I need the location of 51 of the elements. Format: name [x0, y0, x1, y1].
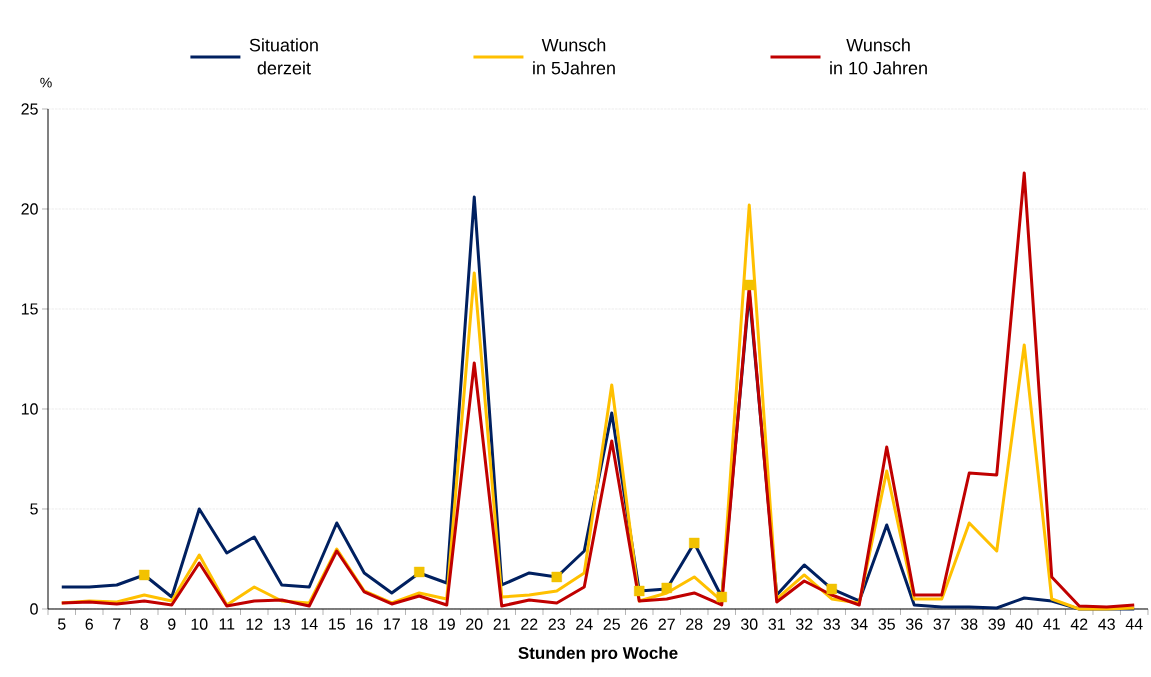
x-tick-label: 31 [768, 618, 785, 630]
x-axis-title: Stunden pro Woche [518, 646, 678, 663]
x-tick-label: 36 [905, 618, 923, 630]
x-tick-label: 28 [686, 618, 703, 630]
y-tick-label: 20 [21, 203, 38, 215]
x-tick-label: 41 [1043, 618, 1060, 630]
x-tick-label: 43 [1098, 618, 1115, 630]
x-tick-label: 29 [713, 618, 730, 630]
x-tick-label: 40 [1015, 618, 1033, 630]
x-tick-label: 37 [933, 618, 950, 630]
y-tick-label: 25 [21, 103, 38, 115]
y-tick-label: 5 [30, 503, 38, 515]
x-tick-label: 16 [356, 618, 373, 630]
legend-label: Wunsch in 5Jahren [533, 38, 615, 75]
legend-label: Wunsch in 10 Jahren [830, 38, 927, 75]
x-tick-label: 25 [603, 618, 620, 630]
x-tick-label: 39 [988, 618, 1005, 630]
x-tick-label: 21 [493, 618, 510, 630]
x-tick-label: 27 [658, 618, 675, 630]
y-tick-label: 10 [21, 403, 38, 415]
x-tick-label: 44 [1125, 618, 1143, 630]
x-tick-label: 26 [631, 618, 648, 630]
x-tick-label: 19 [439, 618, 455, 630]
x-tick-label: 6 [85, 618, 93, 630]
x-tick-label: 15 [329, 618, 345, 630]
x-tick-label: 24 [576, 618, 593, 630]
x-tick-label: 11 [219, 618, 235, 630]
x-tick-label: 8 [140, 618, 149, 630]
x-tick-label: 17 [384, 618, 400, 630]
legend-label: Situation derzeit [249, 38, 318, 75]
y-axis-title: % [40, 77, 52, 88]
x-tick-label: 30 [740, 618, 758, 630]
x-tick-label: 42 [1070, 618, 1088, 630]
x-tick-label: 13 [274, 618, 290, 630]
x-tick-label: 32 [795, 618, 813, 630]
x-tick-label: 5 [57, 618, 66, 630]
x-tick-label: 9 [168, 618, 176, 630]
x-tick-label: 35 [878, 618, 895, 630]
x-tick-label: 10 [191, 618, 208, 630]
x-tick-label: 12 [246, 618, 263, 630]
x-tick-label: 34 [850, 618, 868, 630]
x-tick-label: 14 [301, 618, 318, 630]
y-tick-label: 15 [21, 303, 38, 315]
y-tick-label: 0 [30, 603, 38, 615]
x-tick-label: 38 [960, 618, 978, 630]
x-tick-label: 23 [548, 618, 565, 630]
x-tick-label: 7 [113, 618, 121, 630]
x-tick-label: 33 [823, 618, 840, 630]
x-tick-label: 20 [466, 618, 483, 630]
x-tick-label: 18 [411, 618, 428, 630]
x-tick-label: 22 [521, 618, 538, 630]
